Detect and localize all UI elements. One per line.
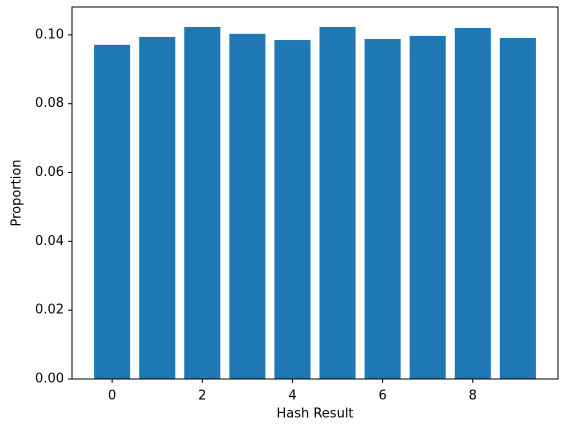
- x-axis-label: Hash Result: [276, 407, 353, 422]
- y-tick-label: 0.10: [35, 27, 64, 42]
- y-tick-label: 0.00: [35, 372, 64, 387]
- x-tick-label: 2: [198, 389, 206, 404]
- bar: [139, 36, 176, 380]
- bar: [454, 27, 491, 380]
- x-tick-label: 4: [288, 389, 296, 404]
- bar: [229, 33, 266, 380]
- x-tick-label: 0: [108, 389, 116, 404]
- bar: [409, 35, 446, 380]
- bar: [274, 40, 311, 380]
- bar: [319, 26, 356, 380]
- x-tick-label: 6: [378, 389, 386, 404]
- x-tick-label: 8: [469, 389, 477, 404]
- bar: [94, 44, 131, 379]
- bar: [499, 37, 536, 380]
- y-tick-label: 0.08: [35, 96, 64, 111]
- y-axis-label: Proportion: [10, 159, 25, 226]
- plot-frame: [71, 6, 559, 380]
- bar: [364, 39, 401, 380]
- y-tick-label: 0.04: [35, 234, 64, 249]
- y-tick-label: 0.06: [35, 165, 64, 180]
- y-tick-label: 0.02: [35, 303, 64, 318]
- bar: [184, 26, 221, 380]
